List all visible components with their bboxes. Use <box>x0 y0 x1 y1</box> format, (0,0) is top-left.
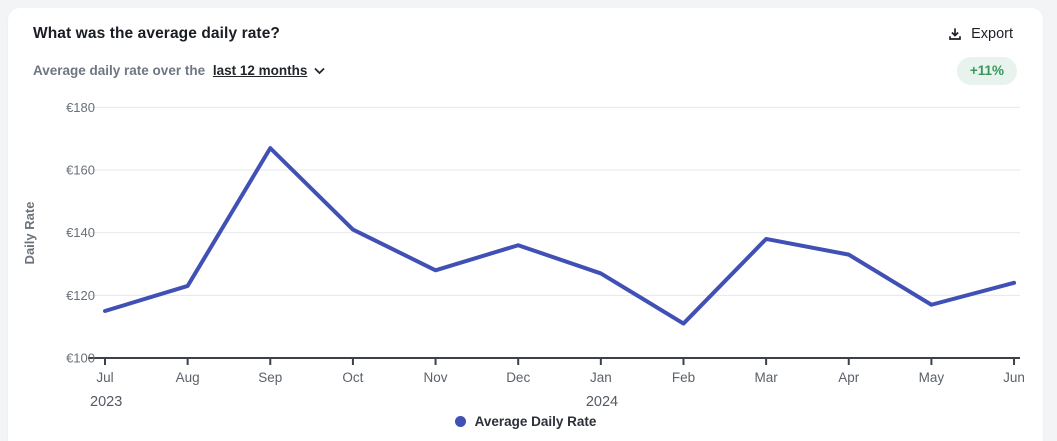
year-label: 2023 <box>90 394 122 410</box>
export-label: Export <box>971 26 1013 42</box>
x-tick-label: Apr <box>838 370 860 385</box>
subtitle-row: Average daily rate over the last 12 mont… <box>8 43 1043 85</box>
x-tick-label: Sep <box>258 370 282 385</box>
chart-card: What was the average daily rate? Export … <box>8 8 1043 441</box>
chevron-down-icon <box>314 67 326 75</box>
x-tick-label: Oct <box>342 370 363 385</box>
y-tick-label: €100 <box>66 351 95 366</box>
subtitle-text: Average daily rate over the <box>33 63 206 79</box>
download-icon <box>947 26 963 42</box>
page-title: What was the average daily rate? <box>33 25 280 42</box>
date-range-dropdown[interactable]: last 12 months <box>213 63 326 78</box>
average-daily-rate-line[interactable] <box>103 146 1017 326</box>
legend-marker-dot <box>454 416 466 427</box>
daily-rate-line-chart[interactable]: Jul Aug Sep Oct Nov Dec Jan Feb Mar Apr May Jun 2023… <box>8 78 1043 410</box>
x-tick-label: Jul <box>96 370 113 385</box>
x-tick-label: Jun <box>1003 370 1025 385</box>
legend-label: Average Daily Rate <box>474 414 597 429</box>
change-percent-badge: +11% <box>956 57 1017 85</box>
x-tick-label: Jan <box>590 370 612 385</box>
y-tick-label: €160 <box>66 163 95 178</box>
x-tick-label: Dec <box>506 370 530 385</box>
card-header: What was the average daily rate? Export <box>8 8 1043 43</box>
chart-legend[interactable]: Average Daily Rate <box>8 414 1043 429</box>
export-button[interactable]: Export <box>947 26 1013 42</box>
x-tick-label: Feb <box>672 370 695 385</box>
y-tick-label: €180 <box>66 100 95 115</box>
x-tick-label: May <box>919 370 945 385</box>
x-tick-label: Nov <box>424 370 448 385</box>
chart-subtitle: Average daily rate over the last 12 mont… <box>33 63 326 79</box>
y-tick-label: €120 <box>66 288 95 303</box>
x-tick-label: Aug <box>176 370 200 385</box>
y-tick-label: €140 <box>66 225 95 240</box>
year-label: 2024 <box>586 394 618 410</box>
y-axis-title: Daily Rate <box>22 202 37 265</box>
date-range-value: last 12 months <box>212 63 308 79</box>
x-tick-label: Mar <box>754 370 778 385</box>
